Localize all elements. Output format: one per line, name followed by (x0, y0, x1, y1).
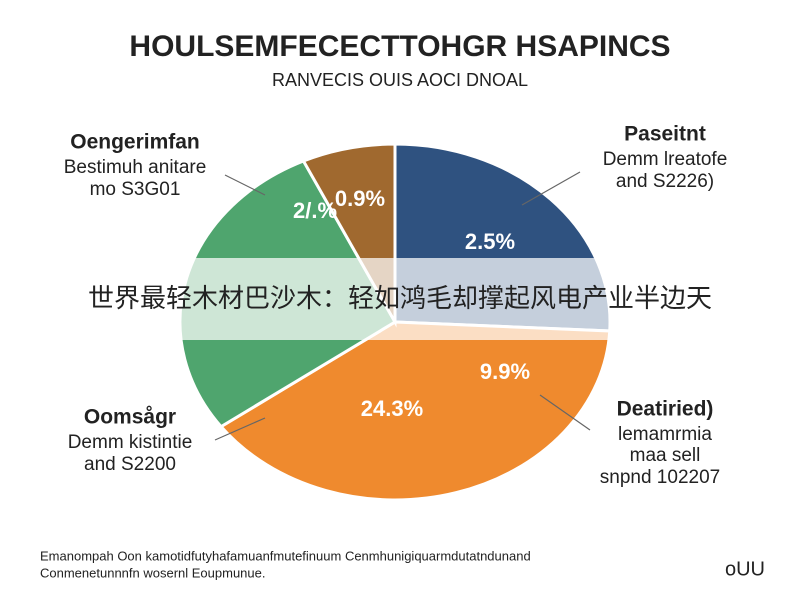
logo: oUU (725, 558, 765, 580)
callout-text: snpnd 102207 (600, 467, 720, 488)
callout-text: Demm kistintie (68, 432, 193, 453)
callouts: Paseitnt Demm lreatofe and S2226) Deatir… (64, 123, 728, 488)
leader-line (224, 174, 266, 196)
callout-title: Deatiried) (617, 398, 714, 421)
leader-line (521, 171, 581, 206)
leader-line (539, 394, 591, 431)
footnote: Conmenetunnnfn wosernl Eoupmunue. (40, 565, 265, 580)
slice-label: 0.9% (335, 186, 385, 211)
callout-text: lemamrmia (618, 424, 712, 445)
banner-text: 世界最轻木材巴沙木：轻如鸿毛却撑起风电产业半边天 (88, 283, 712, 313)
callout-text: Bestimuh anitare (64, 157, 207, 178)
pie-slice (218, 320, 612, 502)
banner-band (0, 258, 800, 340)
callout-text: and S2200 (84, 454, 176, 475)
slice-label: 2/.% (293, 198, 337, 223)
callout-text: maa sell (630, 445, 701, 466)
footnote: Emanompah Oon kamotidfutyhafamuanfmutefi… (40, 548, 531, 563)
chart-subtitle: RANVECIS OUIS AOCI DNOAL (272, 70, 528, 90)
chart-title: HOULSEMFECECTTOHGR HSAPINCS (129, 30, 670, 63)
callout-text: Demm lreatofe (603, 149, 728, 170)
callout-title: Oengerimfan (70, 131, 200, 154)
slice-label: 24.3% (361, 396, 423, 421)
slice-labels: 2.5% 9.9% 24.3% 2/.% 0.9% (293, 186, 530, 421)
callout-title: Paseitnt (624, 123, 706, 146)
slice-label: 9.9% (480, 359, 530, 384)
callout-text: mo S3G01 (90, 179, 181, 200)
leader-line (214, 417, 266, 441)
callout-text: and S2226) (616, 171, 714, 192)
callout-title: Oomsågr (84, 406, 176, 429)
slice-label: 2.5% (465, 229, 515, 254)
